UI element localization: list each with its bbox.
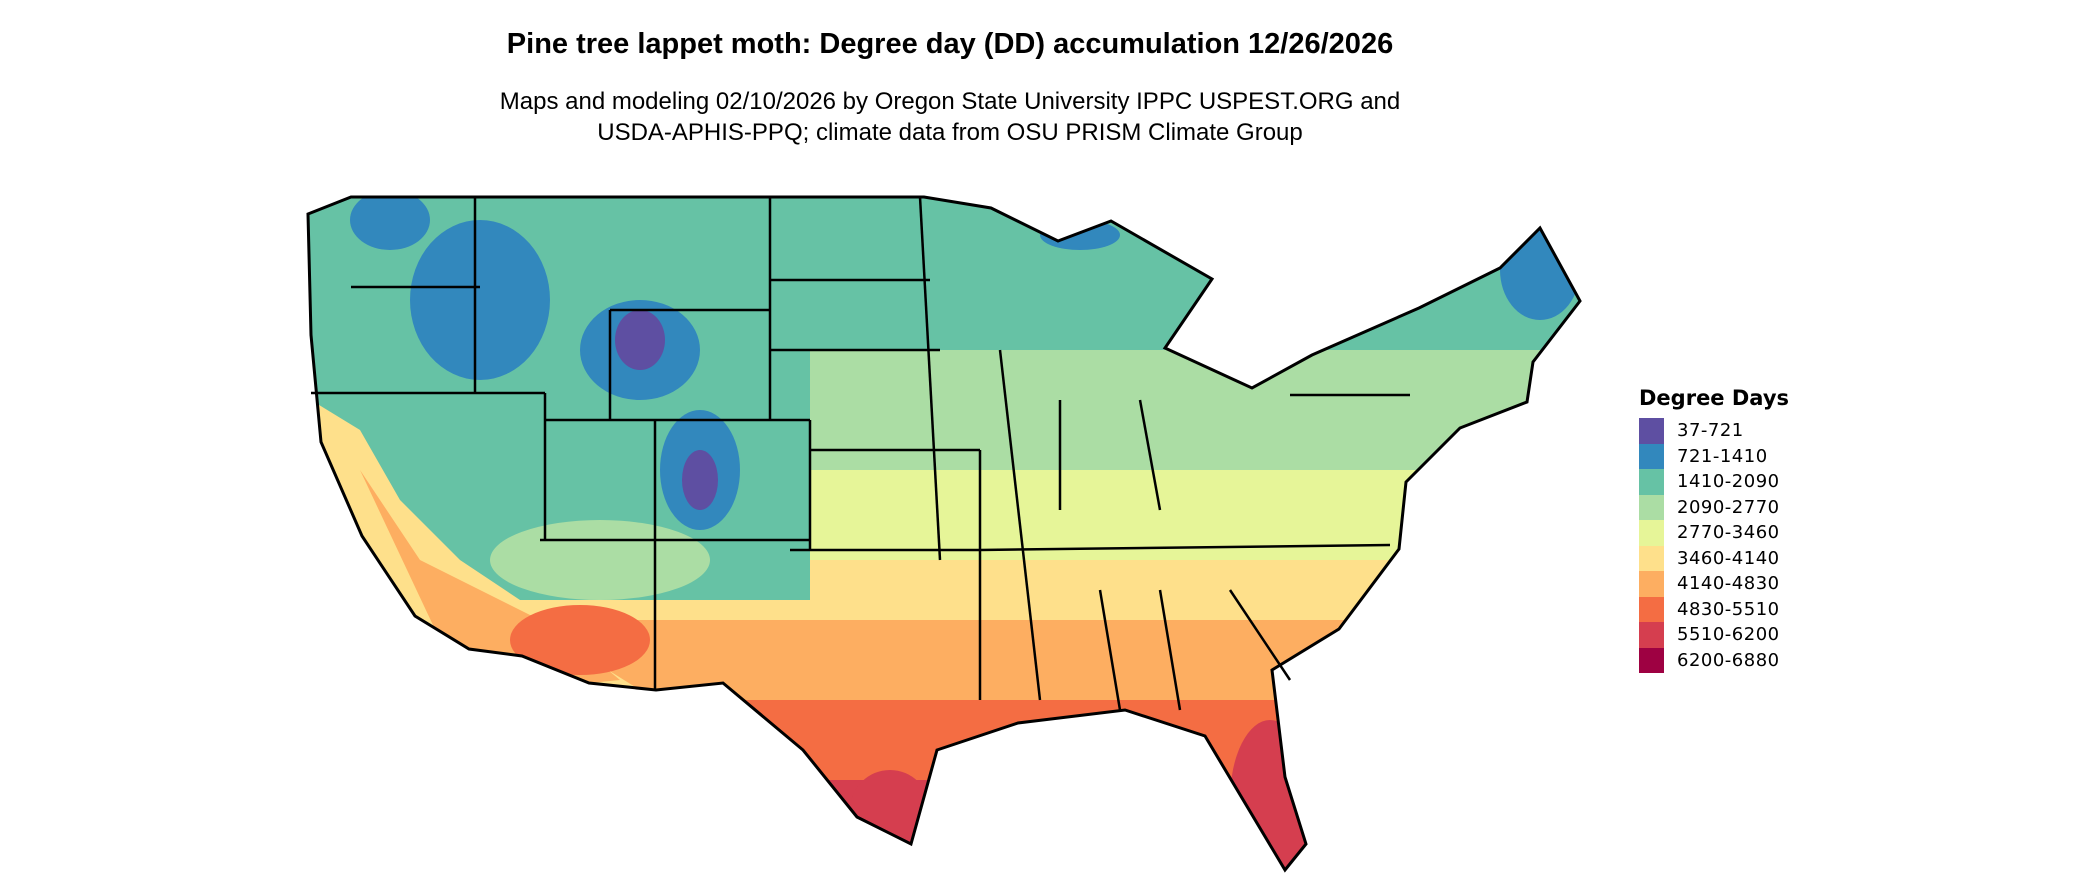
- legend-swatch: [1639, 520, 1664, 546]
- legend-label: 4140-4830: [1677, 573, 1780, 595]
- legend-label: 2770-3460: [1677, 522, 1780, 544]
- map-title: Pine tree lappet moth: Degree day (DD) a…: [506, 28, 1394, 60]
- legend-swatch: [1639, 622, 1664, 648]
- legend-swatch: [1639, 469, 1664, 495]
- subtitle-line-1: Maps and modeling 02/10/2026 by Oregon S…: [499, 88, 1401, 115]
- legend-label: 4830-5510: [1677, 598, 1780, 620]
- legend-item: 2090-2770: [1639, 494, 1789, 520]
- legend-item: 5510-6200: [1639, 622, 1789, 648]
- legend-swatch: [1639, 494, 1664, 520]
- legend-label: 3460-4140: [1677, 547, 1780, 569]
- subtitle-line-2: USDA-APHIS-PPQ; climate data from OSU PR…: [597, 119, 1303, 146]
- legend-item: 6200-6880: [1639, 647, 1789, 673]
- legend-swatch: [1639, 545, 1664, 571]
- legend-item: 3460-4140: [1639, 545, 1789, 571]
- legend-swatch: [1639, 571, 1664, 597]
- legend-item: 2770-3460: [1639, 520, 1789, 546]
- legend-item: 721-1410: [1639, 443, 1789, 469]
- map-subtitle: Maps and modeling 02/10/2026 by Oregon S…: [0, 86, 1900, 148]
- legend-label: 721-1410: [1677, 445, 1768, 467]
- legend-title: Degree Days: [1639, 386, 1790, 410]
- legend-swatch: [1639, 647, 1664, 673]
- legend-label: 2090-2770: [1677, 496, 1780, 518]
- legend-item: 4140-4830: [1639, 571, 1789, 597]
- state-borders: [311, 196, 1410, 711]
- legend: Degree Days 37-721 721-1410 1410-2090 2090-…: [1639, 386, 1789, 673]
- legend-swatch: [1639, 418, 1664, 444]
- legend-item: 1410-2090: [1639, 469, 1789, 495]
- legend-label: 5510-6200: [1677, 624, 1780, 646]
- legend-label: 6200-6880: [1677, 649, 1780, 671]
- legend-label: 37-721: [1677, 420, 1744, 442]
- legend-swatch: [1639, 443, 1664, 469]
- legend-item: 37-721: [1639, 418, 1789, 444]
- map-fill: [308, 197, 1580, 870]
- legend-label: 1410-2090: [1677, 471, 1780, 493]
- legend-swatch: [1639, 596, 1664, 622]
- legend-item: 4830-5510: [1639, 596, 1789, 622]
